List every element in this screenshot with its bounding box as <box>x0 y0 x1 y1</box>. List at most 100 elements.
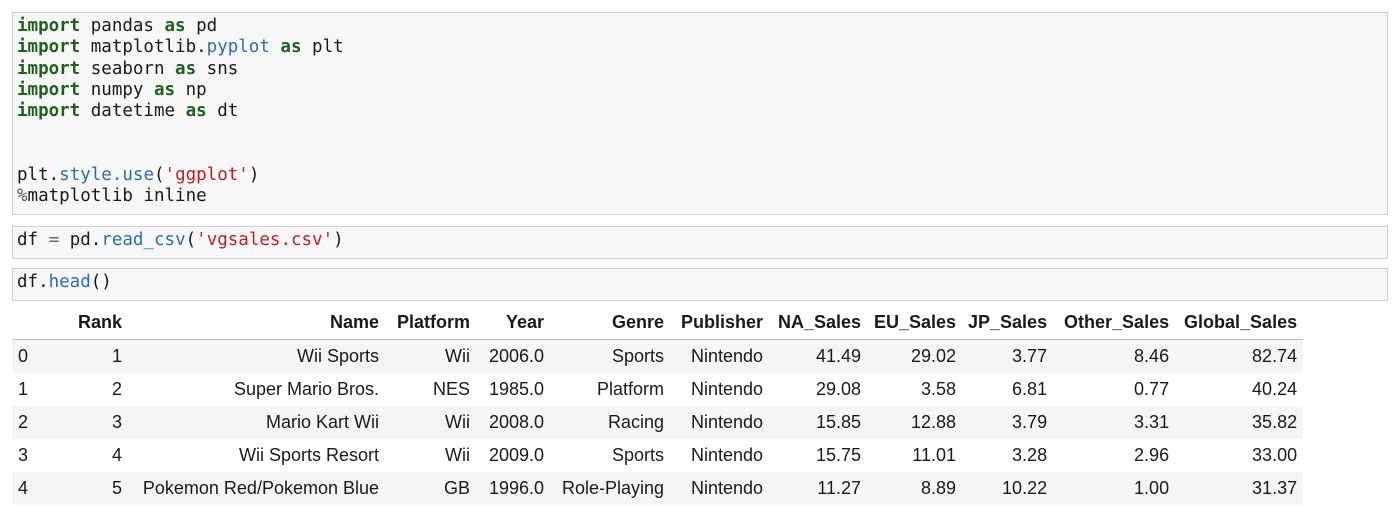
object-name: plt. <box>17 165 60 186</box>
cell-name: Mario Kart Wii <box>266 412 380 432</box>
cell-global-sales: 40.24 <box>1252 379 1298 399</box>
cell-other-sales: 8.46 <box>1134 346 1170 366</box>
paren: ( <box>153 165 165 186</box>
variable-name: df <box>17 230 49 250</box>
method-name: read_csv <box>101 230 186 250</box>
index-header <box>12 306 57 340</box>
code-line: import matplotlib.pyplot as plt <box>17 37 344 57</box>
row-index: 2 <box>18 412 29 432</box>
cell-jp-sales: 3.28 <box>1012 445 1048 465</box>
row-index: 3 <box>18 445 29 465</box>
cell-na-sales: 41.49 <box>815 346 862 366</box>
module-name: pandas <box>80 16 165 36</box>
cell-jp-sales: 10.22 <box>1002 478 1048 498</box>
column-header-na-sales: NA_Sales <box>769 306 868 340</box>
row-index: 1 <box>18 379 29 399</box>
cell-global-sales: 33.00 <box>1252 445 1298 465</box>
alias: dt <box>206 101 239 122</box>
cell-name: Wii Sports <box>297 346 380 366</box>
keyword: import <box>17 37 81 58</box>
table-row: 1 2 Super Mario Bros. NES 1985.0 Platfor… <box>12 373 1304 406</box>
paren: ) <box>333 230 344 250</box>
cell-eu-sales: 3.58 <box>920 379 957 399</box>
alias: sns <box>196 58 239 79</box>
cell-rank: 1 <box>112 346 123 366</box>
column-header-jp-sales: JP_Sales <box>962 306 1054 340</box>
cell-genre: Sports <box>611 346 665 366</box>
table-row: 3 4 Wii Sports Resort Wii 2009.0 Sports … <box>12 439 1304 472</box>
code-line: import numpy as np <box>17 80 207 100</box>
code-cell-imports[interactable]: import pandas as pd import matplotlib.py… <box>12 12 1388 215</box>
cell-platform: Wii <box>445 346 471 366</box>
column-header-other-sales: Other_Sales <box>1053 306 1176 340</box>
code-line: plt.style.use('ggplot') <box>17 165 259 185</box>
keyword: as <box>280 37 302 58</box>
cell-platform: Wii <box>445 445 471 465</box>
cell-genre: Role-Playing <box>561 478 665 498</box>
cell-year: 2006.0 <box>488 346 545 366</box>
cell-other-sales: 1.00 <box>1134 478 1170 498</box>
cell-jp-sales: 6.81 <box>1012 379 1048 399</box>
column-header-platform: Platform <box>385 306 477 340</box>
alias: np <box>175 79 207 100</box>
cell-eu-sales: 8.89 <box>920 478 957 498</box>
cell-publisher: Nintendo <box>690 445 764 465</box>
cell-na-sales: 11.27 <box>817 478 862 498</box>
cell-rank: 4 <box>112 445 123 465</box>
dataframe-output: Rank Name Platform Year Genre Publisher … <box>12 306 1304 505</box>
module-name: seaborn <box>80 58 176 79</box>
cell-other-sales: 2.96 <box>1134 445 1170 465</box>
string-literal: 'vgsales.csv' <box>196 230 334 250</box>
cell-other-sales: 0.77 <box>1134 379 1170 399</box>
cell-na-sales: 29.08 <box>815 379 862 399</box>
module-name: matplotlib. <box>80 37 207 58</box>
cell-rank: 2 <box>112 379 123 399</box>
table-row: 2 3 Mario Kart Wii Wii 2008.0 Racing Nin… <box>12 406 1304 439</box>
keyword: as <box>153 79 176 100</box>
code-editor[interactable]: df.head() <box>13 269 1387 296</box>
keyword: import <box>17 58 81 79</box>
column-header-publisher: Publisher <box>670 306 770 340</box>
code-line: import seaborn as sns <box>17 59 238 79</box>
cell-eu-sales: 29.02 <box>910 346 957 366</box>
keyword: as <box>164 16 186 36</box>
row-index: 4 <box>18 478 29 498</box>
code-cell-read-csv[interactable]: df = pd.read_csv('vgsales.csv') <box>12 226 1388 259</box>
code-line: import datetime as dt <box>17 101 238 121</box>
cell-name: Wii Sports Resort <box>238 445 380 465</box>
cell-publisher: Nintendo <box>690 478 764 498</box>
assignment-operator: = <box>48 230 60 250</box>
header-row: Rank Name Platform Year Genre Publisher … <box>12 306 1304 340</box>
paren: ( <box>185 230 197 250</box>
cell-eu-sales: 11.01 <box>912 445 957 465</box>
row-index: 0 <box>18 346 29 366</box>
cell-year: 2009.0 <box>488 445 545 465</box>
object-name: df. <box>17 272 49 292</box>
code-cell-head[interactable]: df.head() <box>12 268 1388 301</box>
cell-name: Pokemon Red/Pokemon Blue <box>142 478 380 498</box>
cell-jp-sales: 3.77 <box>1012 346 1048 366</box>
module-attribute: pyplot <box>206 37 270 58</box>
cell-na-sales: 15.85 <box>815 412 862 432</box>
keyword: import <box>17 79 81 100</box>
cell-other-sales: 3.31 <box>1134 412 1170 432</box>
module-name: datetime <box>80 101 186 122</box>
cell-global-sales: 31.37 <box>1252 478 1298 498</box>
cell-name: Super Mario Bros. <box>233 379 380 399</box>
keyword: import <box>17 101 81 122</box>
code-line: import pandas as pd <box>17 16 217 36</box>
cell-jp-sales: 3.79 <box>1012 412 1048 432</box>
keyword: as <box>175 58 197 79</box>
column-header-global-sales: Global_Sales <box>1175 306 1304 340</box>
cell-global-sales: 35.82 <box>1252 412 1298 432</box>
cell-na-sales: 15.75 <box>815 445 862 465</box>
alias: pd <box>185 16 218 36</box>
cell-publisher: Nintendo <box>690 346 764 366</box>
column-header-year: Year <box>476 306 551 340</box>
magic-operator: % <box>17 186 28 207</box>
cell-platform: GB <box>444 478 471 498</box>
cell-rank: 5 <box>112 478 123 498</box>
code-editor[interactable]: df = pd.read_csv('vgsales.csv') <box>13 227 1387 254</box>
code-editor[interactable]: import pandas as pd import matplotlib.py… <box>13 13 1387 211</box>
cell-year: 2008.0 <box>488 412 545 432</box>
